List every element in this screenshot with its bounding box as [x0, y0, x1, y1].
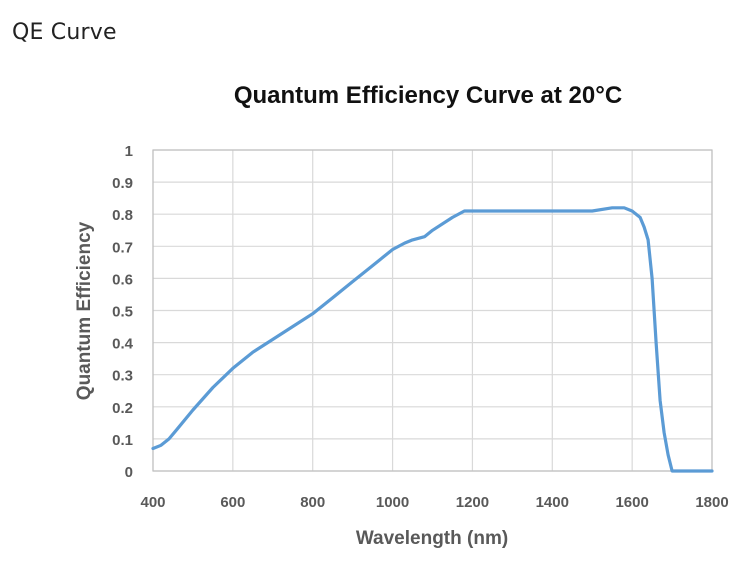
x-tick-label: 1200	[456, 494, 489, 511]
plot-frame	[152, 149, 713, 472]
chart-title: Quantum Efficiency Curve at 20°C	[234, 82, 622, 109]
x-tick-label: 1800	[695, 494, 728, 511]
y-tick-label: 0.9	[112, 175, 133, 192]
axes	[152, 149, 713, 472]
y-tick-label: 0.6	[112, 271, 133, 288]
x-tick-label: 1000	[376, 494, 409, 511]
x-tick-label: 600	[220, 494, 245, 511]
y-tick-label: 0.2	[112, 400, 133, 417]
y-tick-label: 0.3	[112, 368, 133, 385]
y-axis-label: Quantum Efficiency	[74, 221, 95, 400]
y-tick-label: 0.4	[112, 336, 134, 353]
x-axis-label: Wavelength (nm)	[356, 528, 508, 549]
y-tick-label: 0.1	[112, 432, 133, 449]
page-heading: QE Curve	[12, 20, 117, 45]
y-tick-label: 1	[125, 143, 133, 160]
y-tick-label: 0	[125, 464, 133, 481]
x-tick-label: 1600	[615, 494, 648, 511]
grid	[152, 149, 713, 472]
y-tick-label: 0.5	[112, 304, 133, 321]
y-tick-label: 0.7	[112, 239, 133, 256]
x-tick-label: 400	[140, 494, 165, 511]
series-layer	[151, 206, 714, 473]
series-line	[151, 206, 714, 473]
y-tick-label: 0.8	[112, 207, 133, 224]
x-tick-label: 800	[300, 494, 325, 511]
x-tick-label: 1400	[536, 494, 569, 511]
